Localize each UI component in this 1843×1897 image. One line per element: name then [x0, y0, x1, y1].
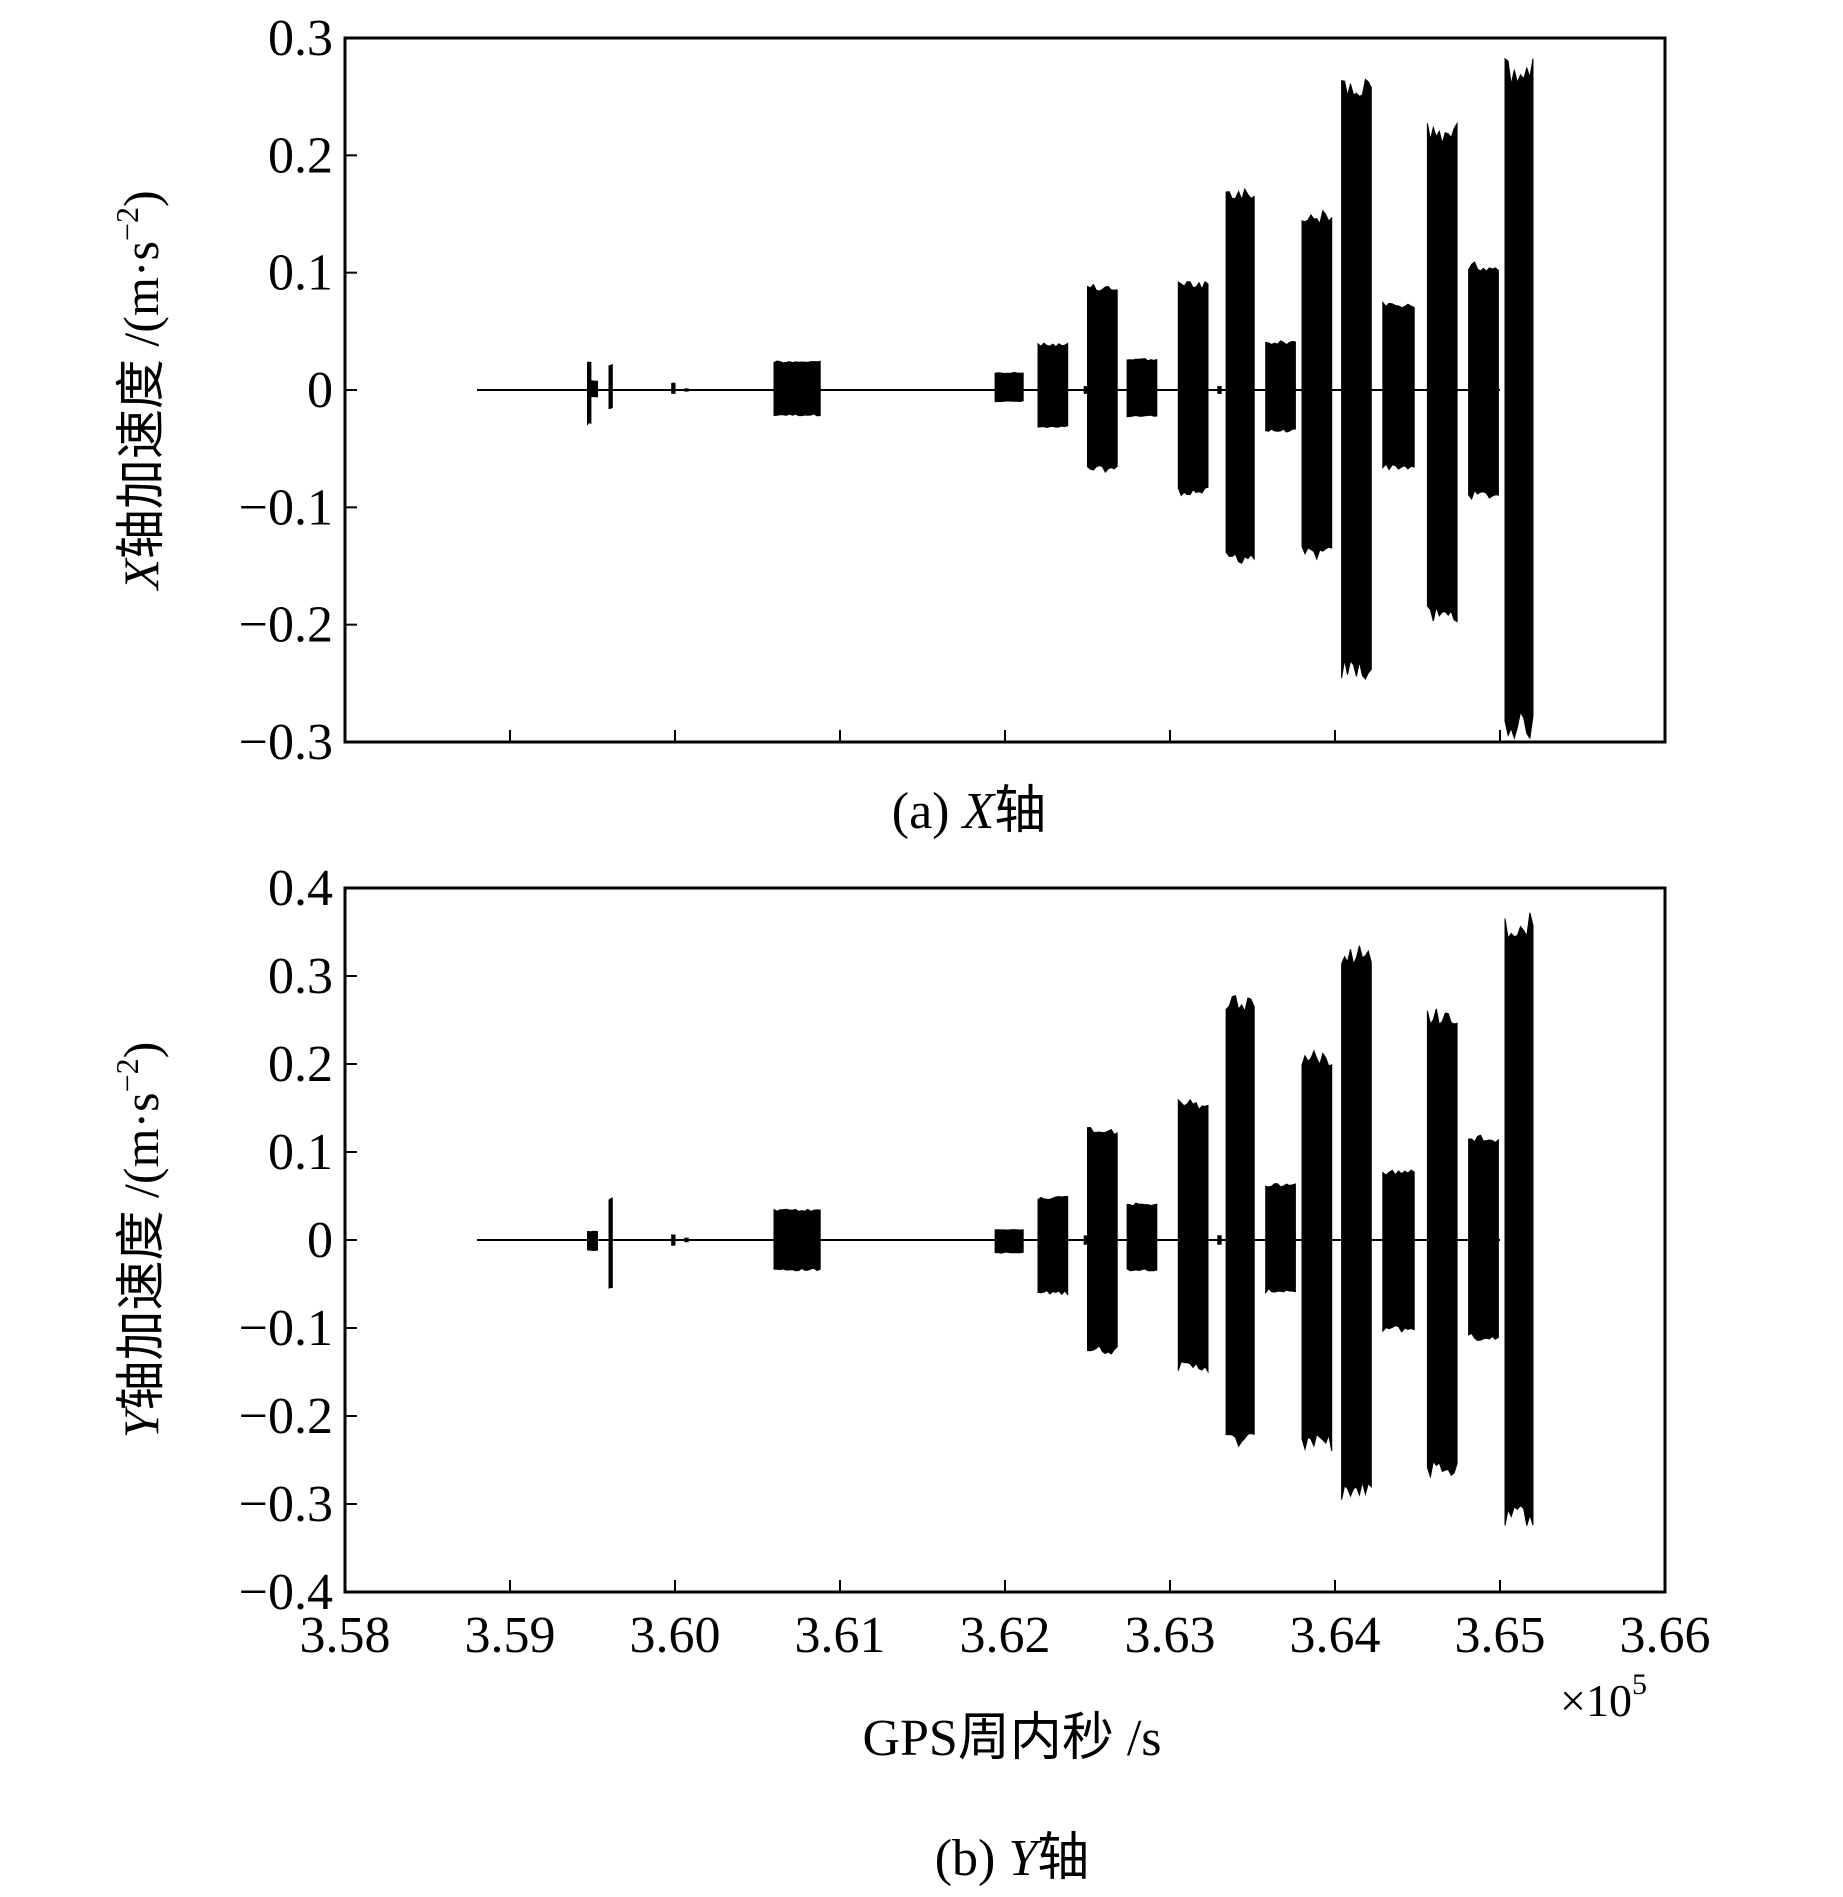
burst-a-16 [1341, 78, 1372, 680]
y-axis-label-a: X轴加速度 /(m·s−2) [109, 190, 169, 591]
panel-b-y-axis-acceleration: 0.40.30.20.10−0.1−0.2−0.3−0.4 3.58 3.59 3.… [109, 860, 1711, 1887]
series-a-bursts [587, 57, 1534, 740]
panel-caption-a: (a) X轴 [892, 783, 1047, 840]
y-axis-label-b-close: ) [113, 1042, 169, 1059]
y-tick-label-b-6: −0.2 [239, 1388, 333, 1445]
series-b-bursts [587, 912, 1534, 1526]
burst-b-17 [1426, 1008, 1458, 1479]
y-axis-ticks-a: 0.3 0.2 0.1 0 −0.1 −0.2 −0.3 [239, 10, 357, 771]
y-axis-label-b: Y轴加速度 /(m·s−2) [109, 1042, 169, 1439]
y-tick-label-b-5: −0.1 [239, 1300, 333, 1357]
x-tick-label-4: 3.62 [960, 1607, 1051, 1664]
burst-a-11 [1177, 280, 1209, 497]
burst-a-18 [1426, 121, 1458, 623]
burst-a-6 [994, 371, 1024, 403]
panel-caption-a-suffix: 轴 [994, 783, 1046, 840]
y-axis-label-a-close: ) [113, 190, 169, 207]
burst-a-19 [1468, 261, 1499, 501]
y-tick-label-a-4: −0.1 [239, 479, 333, 536]
y-axis-label-b-exp: −2 [109, 1058, 145, 1092]
y-tick-label-b-3: 0.1 [268, 1124, 333, 1181]
y-axis-label-b-axis: Y [113, 1405, 169, 1438]
burst-a-13 [1225, 187, 1255, 564]
burst-a-10 [1126, 358, 1158, 418]
x-axis-ticks-b: 3.58 3.59 3.60 3.61 3.62 3.63 3.64 3.65 3.66 [300, 1580, 1711, 1664]
burst-b-19 [1504, 912, 1534, 1526]
burst-b-6 [1037, 1195, 1069, 1296]
y-axis-label-b-text: 轴加速度 /(m·s [113, 1092, 169, 1410]
y-tick-label-b-8: −0.4 [239, 1564, 333, 1621]
y-axis-ticks-b: 0.4 0.3 0.2 0.1 0 −0.1 −0.2 −0.3 −0.4 [239, 860, 357, 1621]
y-tick-label-a-6: −0.3 [239, 714, 333, 771]
burst-b-9 [1126, 1202, 1158, 1272]
x-multiplier-exp: 5 [1632, 1668, 1647, 1701]
burst-b-14 [1301, 1049, 1333, 1452]
burst-a-14 [1265, 340, 1296, 433]
x-tick-label-1: 3.59 [465, 1607, 556, 1664]
y-tick-label-b-2: 0.2 [268, 1036, 333, 1093]
burst-a-15 [1301, 209, 1333, 561]
y-tick-label-b-1: 0.3 [268, 948, 333, 1005]
x-tick-label-0: 3.58 [300, 1607, 391, 1664]
y-tick-label-a-3: 0 [307, 362, 333, 419]
burst-b-15 [1341, 945, 1372, 1500]
x-multiplier-base: ×10 [1560, 1675, 1632, 1726]
panel-caption-b-label: (b) [935, 1830, 996, 1887]
burst-a-3 [671, 382, 676, 394]
burst-a-1 [590, 380, 598, 398]
burst-a-5 [773, 360, 821, 417]
y-tick-label-a-1: 0.2 [268, 127, 333, 184]
y-axis-label-a-axis: X [113, 557, 169, 592]
y-axis-label-a-exp: −2 [109, 207, 145, 241]
y-tick-label-a-2: 0.1 [268, 245, 333, 302]
y-tick-label-a-5: −0.2 [239, 597, 333, 654]
burst-b-18 [1468, 1134, 1499, 1342]
x-tick-label-6: 3.64 [1290, 1607, 1381, 1664]
burst-a-17 [1382, 300, 1415, 471]
y-tick-label-b-7: −0.3 [239, 1476, 333, 1533]
panel-caption-b-suffix: 轴 [1037, 1830, 1089, 1887]
panel-a-x-axis-acceleration: 0.30.20.10−0.1−0.2−0.3 X轴加速度 /(m·s−2) (a… [109, 10, 1667, 840]
y-tick-label-b-0: 0.4 [268, 860, 333, 917]
x-multiplier: ×105 [1560, 1668, 1647, 1726]
burst-b-5 [994, 1229, 1024, 1254]
burst-a-7 [1037, 342, 1069, 429]
x-tick-label-2: 3.60 [630, 1607, 721, 1664]
x-tick-label-8: 3.66 [1620, 1607, 1711, 1664]
burst-a-20 [1504, 57, 1534, 740]
burst-a-2 [608, 363, 613, 410]
x-tick-label-3: 3.61 [795, 1607, 886, 1664]
burst-a-0 [587, 361, 592, 426]
x-tick-label-7: 3.65 [1455, 1607, 1546, 1664]
burst-b-10 [1177, 1098, 1209, 1374]
x-tick-label-5: 3.63 [1125, 1607, 1216, 1664]
burst-b-1 [608, 1197, 613, 1289]
y-axis-label-a-text: 轴加速度 /(m·s [113, 241, 169, 559]
burst-b-12 [1225, 995, 1255, 1448]
burst-a-9 [1087, 283, 1118, 473]
panel-caption-a-axis: X [960, 783, 996, 840]
panel-caption-b-axis: Y [1008, 1830, 1042, 1887]
burst-b-16 [1382, 1169, 1415, 1333]
panel-caption-a-label: (a) [892, 783, 950, 840]
panel-caption-b: (b) Y轴 [935, 1830, 1090, 1887]
x-axis-label: GPS周内秒 /s [862, 1710, 1161, 1767]
burst-b-13 [1265, 1183, 1296, 1295]
y-tick-label-b-4: 0 [307, 1212, 333, 1269]
y-tick-label-a-0: 0.3 [268, 10, 333, 67]
x-axis-ticks-a [344, 730, 1666, 742]
